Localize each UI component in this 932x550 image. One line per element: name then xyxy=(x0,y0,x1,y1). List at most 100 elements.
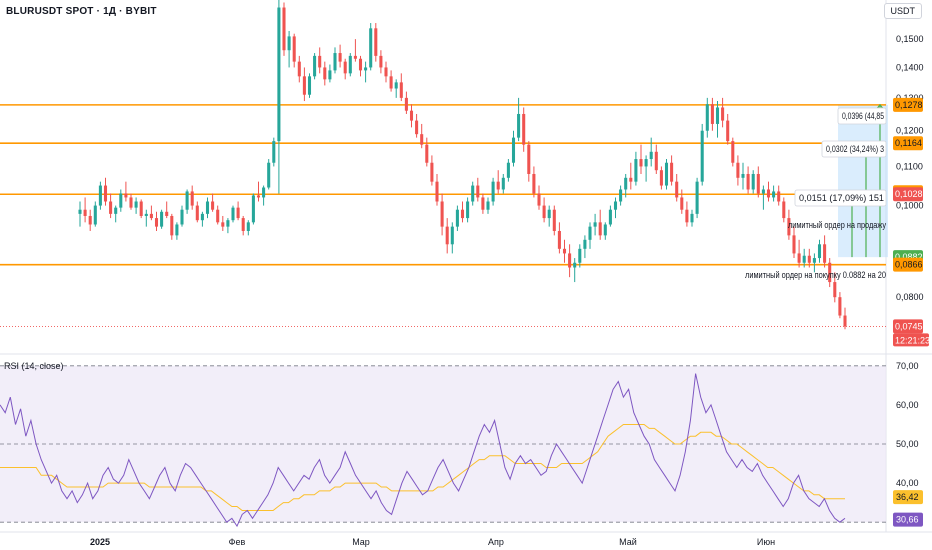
candle-body xyxy=(114,207,118,214)
candle-body xyxy=(83,209,87,216)
rsi-line xyxy=(0,373,846,528)
candle-body xyxy=(486,201,490,210)
price-tag-label: 0,0866 xyxy=(895,260,923,270)
candle-body xyxy=(593,222,597,227)
price-tag xyxy=(893,136,923,151)
candle-body xyxy=(680,197,684,210)
candle-body xyxy=(613,201,618,210)
rsi-value-tag xyxy=(893,490,923,505)
candle-body xyxy=(823,244,827,263)
candle-body xyxy=(644,159,648,167)
candle-body xyxy=(649,151,653,160)
candle-body xyxy=(481,197,485,210)
candle-body xyxy=(98,185,102,206)
candle-body xyxy=(170,215,174,236)
candle-body xyxy=(216,209,220,223)
measure-label-box xyxy=(821,140,887,158)
candle-body xyxy=(721,107,725,121)
candle-body xyxy=(603,224,607,236)
candle-body xyxy=(608,209,612,225)
candle-body xyxy=(241,218,245,231)
candle-body xyxy=(292,36,296,62)
candle-body xyxy=(277,7,281,142)
time-tick-label: Июн xyxy=(757,537,775,547)
candle-body xyxy=(466,201,470,219)
candle-body xyxy=(838,297,842,316)
candle-body xyxy=(619,189,623,202)
rsi-ma-line xyxy=(0,424,845,511)
candle-body xyxy=(389,76,393,89)
candle-body xyxy=(751,173,755,190)
candle-body xyxy=(287,36,291,51)
currency-button[interactable]: USDT xyxy=(883,3,922,19)
price-tag-label: 0,0882 xyxy=(895,252,923,262)
candle-body xyxy=(807,255,811,263)
candle-body xyxy=(817,244,822,259)
candle-body xyxy=(659,170,663,186)
candle-body xyxy=(511,137,516,163)
candle-body xyxy=(175,224,179,236)
candle-body xyxy=(761,189,765,194)
candle-body xyxy=(828,262,832,283)
candle-body xyxy=(664,162,669,186)
rsi-value-label: 36,42 xyxy=(896,492,919,502)
candle-body xyxy=(323,67,327,80)
candle-body xyxy=(139,201,143,216)
candle-body xyxy=(185,191,189,210)
candle-body xyxy=(787,218,791,236)
candle-body xyxy=(557,230,561,249)
candle-body xyxy=(144,213,148,216)
countdown-label: 12:21:23 xyxy=(895,335,930,345)
candle-body xyxy=(134,201,138,208)
candle-body xyxy=(318,55,322,68)
candle-body xyxy=(200,213,204,221)
candle-body xyxy=(705,104,709,131)
candle-body xyxy=(812,258,816,263)
candle-body xyxy=(195,205,199,221)
rsi-tick-label: 70,00 xyxy=(896,361,919,371)
candle-body xyxy=(450,226,454,245)
candle-body xyxy=(562,248,567,254)
measure-label-box xyxy=(837,107,887,125)
candle-body xyxy=(797,253,801,263)
candle-body xyxy=(404,97,408,111)
candle-body xyxy=(491,181,495,202)
candle-body xyxy=(430,162,434,182)
candle-body xyxy=(685,209,689,223)
candle-body xyxy=(741,173,745,178)
candle-body xyxy=(552,209,556,231)
symbol-title[interactable]: BLURUSDT SPOT · 1Д · BYBIT xyxy=(6,6,157,17)
candle-body xyxy=(88,215,92,225)
candle-body xyxy=(476,185,480,198)
price-tick-label: 0,1100 xyxy=(896,161,923,171)
price-tick-label: 0,1000 xyxy=(896,201,924,211)
time-tick-label: Апр xyxy=(488,537,504,547)
candle-body xyxy=(496,181,500,190)
candle-body xyxy=(353,55,357,59)
rsi-panel-label[interactable]: RSI (14, close) xyxy=(4,361,64,371)
candle-body xyxy=(445,226,449,245)
candle-body xyxy=(297,61,301,77)
candle-body xyxy=(384,67,388,77)
candle-body xyxy=(399,82,403,98)
candle-body xyxy=(226,220,230,227)
candle-body xyxy=(756,173,760,194)
candle-body xyxy=(522,113,526,145)
candle-body xyxy=(802,255,806,263)
candle-body xyxy=(180,209,184,225)
rsi-value-label: 30,66 xyxy=(896,515,919,525)
candle-body xyxy=(251,195,255,223)
measure-label: 0,0151 (17,09%) 151 xyxy=(799,193,884,203)
candle-body xyxy=(700,130,704,182)
candle-body xyxy=(124,193,128,198)
candle-body xyxy=(583,239,587,249)
candle-body xyxy=(782,201,786,219)
candle-body xyxy=(654,151,658,171)
candle-body xyxy=(746,173,750,190)
price-tag xyxy=(893,187,923,202)
candle-body xyxy=(675,181,679,198)
time-tick-label: 2025 xyxy=(90,537,110,547)
candle-body xyxy=(833,282,837,298)
candle-body xyxy=(190,191,194,206)
candle-body xyxy=(211,201,215,210)
